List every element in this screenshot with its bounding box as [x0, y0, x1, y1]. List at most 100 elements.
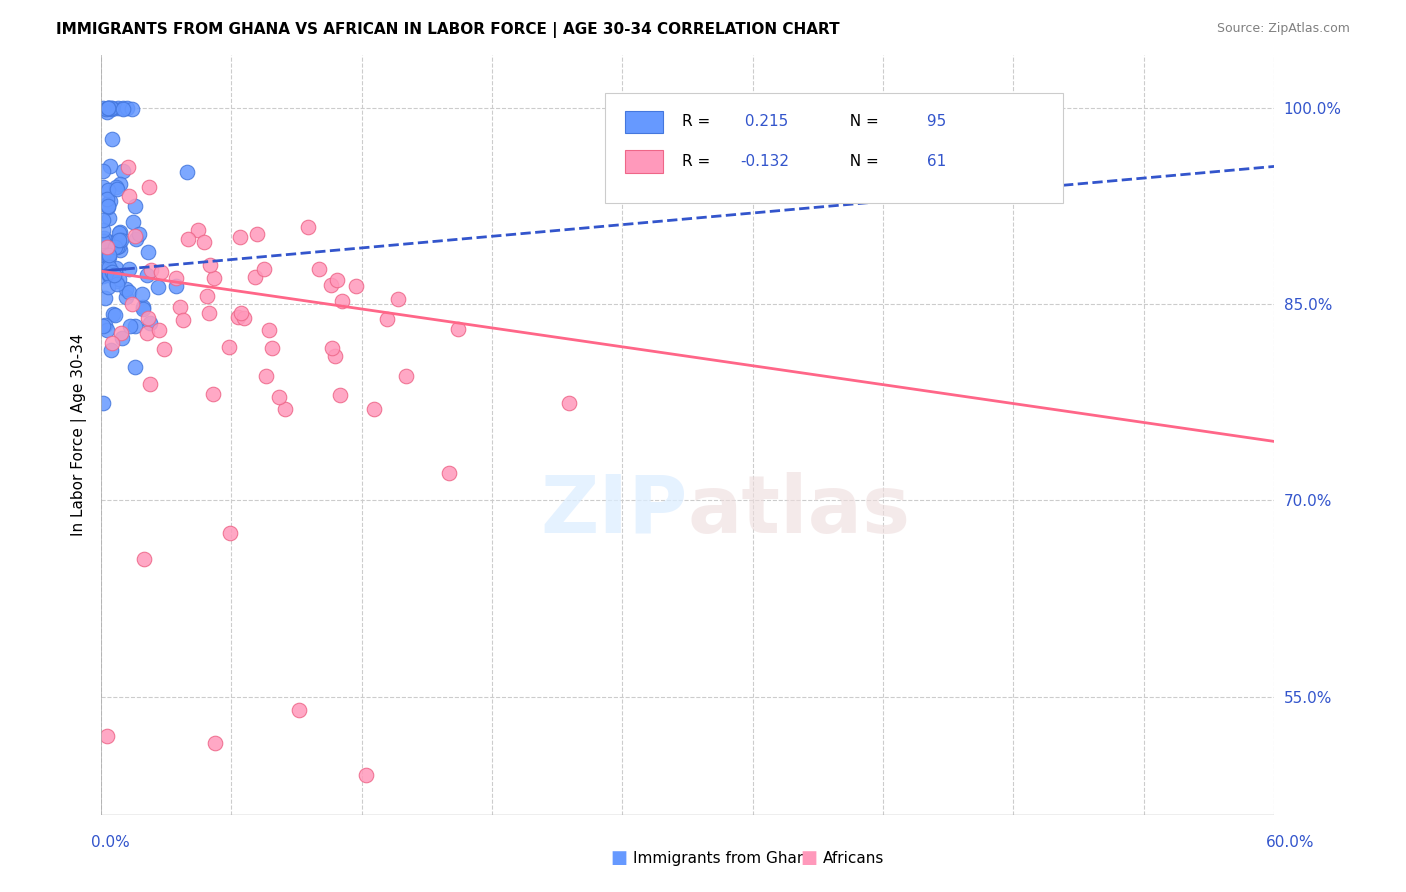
Point	[254, 369, 277, 384]
Point	[101, 101, 124, 115]
Point	[128, 227, 150, 241]
Point	[323, 349, 346, 363]
Point	[139, 263, 162, 277]
Point	[94, 102, 117, 116]
Point	[226, 310, 249, 324]
Point	[148, 323, 170, 337]
Point	[136, 326, 159, 340]
Point	[108, 238, 131, 252]
Point	[97, 101, 120, 115]
Point	[97, 101, 120, 115]
Point	[139, 316, 162, 330]
Point	[101, 132, 124, 146]
Point	[124, 360, 146, 375]
Point	[97, 183, 120, 197]
Point	[558, 396, 581, 410]
Text: IMMIGRANTS FROM GHANA VS AFRICAN IN LABOR FORCE | AGE 30-34 CORRELATION CHART: IMMIGRANTS FROM GHANA VS AFRICAN IN LABO…	[56, 22, 839, 38]
Point	[107, 101, 129, 115]
Text: R =: R =	[682, 114, 714, 129]
Point	[354, 768, 377, 782]
Text: ZIP: ZIP	[540, 472, 688, 549]
Point	[93, 236, 115, 251]
Point	[437, 466, 460, 480]
Point	[108, 244, 131, 258]
Point	[321, 341, 343, 355]
Text: ■: ■	[610, 849, 627, 867]
Point	[108, 234, 131, 248]
Point	[136, 244, 159, 259]
Point	[91, 101, 114, 115]
Point	[245, 270, 267, 285]
Point	[115, 290, 138, 304]
Point	[132, 300, 155, 314]
Point	[91, 235, 114, 250]
Point	[94, 292, 117, 306]
Point	[124, 229, 146, 244]
Text: Source: ZipAtlas.com: Source: ZipAtlas.com	[1216, 22, 1350, 36]
Point	[165, 270, 187, 285]
Point	[108, 225, 131, 239]
Point	[93, 231, 115, 245]
Text: Immigrants from Ghana: Immigrants from Ghana	[633, 851, 815, 865]
Point	[246, 227, 269, 242]
Point	[111, 331, 134, 345]
Point	[117, 285, 139, 300]
Point	[330, 294, 353, 309]
Point	[232, 310, 254, 325]
Point	[260, 341, 283, 355]
Point	[139, 377, 162, 392]
Point	[100, 265, 122, 279]
Point	[91, 179, 114, 194]
Point	[105, 239, 128, 253]
Point	[101, 235, 124, 250]
Point	[98, 159, 121, 173]
Point	[344, 279, 367, 293]
Point	[117, 160, 139, 174]
Point	[253, 261, 276, 276]
Point	[187, 223, 209, 237]
Point	[91, 223, 114, 237]
Point	[108, 272, 131, 286]
Point	[321, 278, 343, 293]
Point	[146, 280, 169, 294]
Point	[101, 336, 124, 351]
Point	[172, 313, 194, 327]
Text: ■: ■	[800, 849, 817, 867]
Point	[288, 703, 311, 717]
Point	[375, 312, 398, 326]
Point	[152, 342, 174, 356]
Point	[104, 261, 127, 276]
Text: 95: 95	[922, 114, 946, 129]
Point	[97, 199, 120, 213]
Text: 0.215: 0.215	[741, 114, 789, 129]
Point	[114, 282, 136, 296]
Point	[447, 322, 470, 336]
Point	[274, 401, 297, 416]
Point	[231, 306, 253, 320]
Point	[105, 277, 128, 291]
Text: 61: 61	[922, 154, 946, 169]
Point	[98, 261, 121, 276]
Point	[124, 199, 146, 213]
Text: atlas: atlas	[688, 472, 911, 549]
Point	[91, 164, 114, 178]
Point	[193, 235, 215, 249]
Text: N =: N =	[839, 114, 879, 129]
Point	[218, 340, 240, 354]
Point	[105, 180, 128, 194]
Point	[121, 102, 143, 116]
Point	[110, 326, 132, 340]
Point	[97, 250, 120, 264]
Point	[202, 270, 225, 285]
Point	[136, 311, 159, 326]
Point	[96, 192, 118, 206]
Bar	[626, 111, 664, 134]
Point	[97, 101, 120, 115]
Point	[132, 552, 155, 566]
Point	[96, 323, 118, 337]
Point	[387, 292, 409, 306]
Point	[96, 196, 118, 211]
Point	[219, 526, 242, 541]
FancyBboxPatch shape	[606, 93, 1063, 203]
Point	[169, 300, 191, 314]
